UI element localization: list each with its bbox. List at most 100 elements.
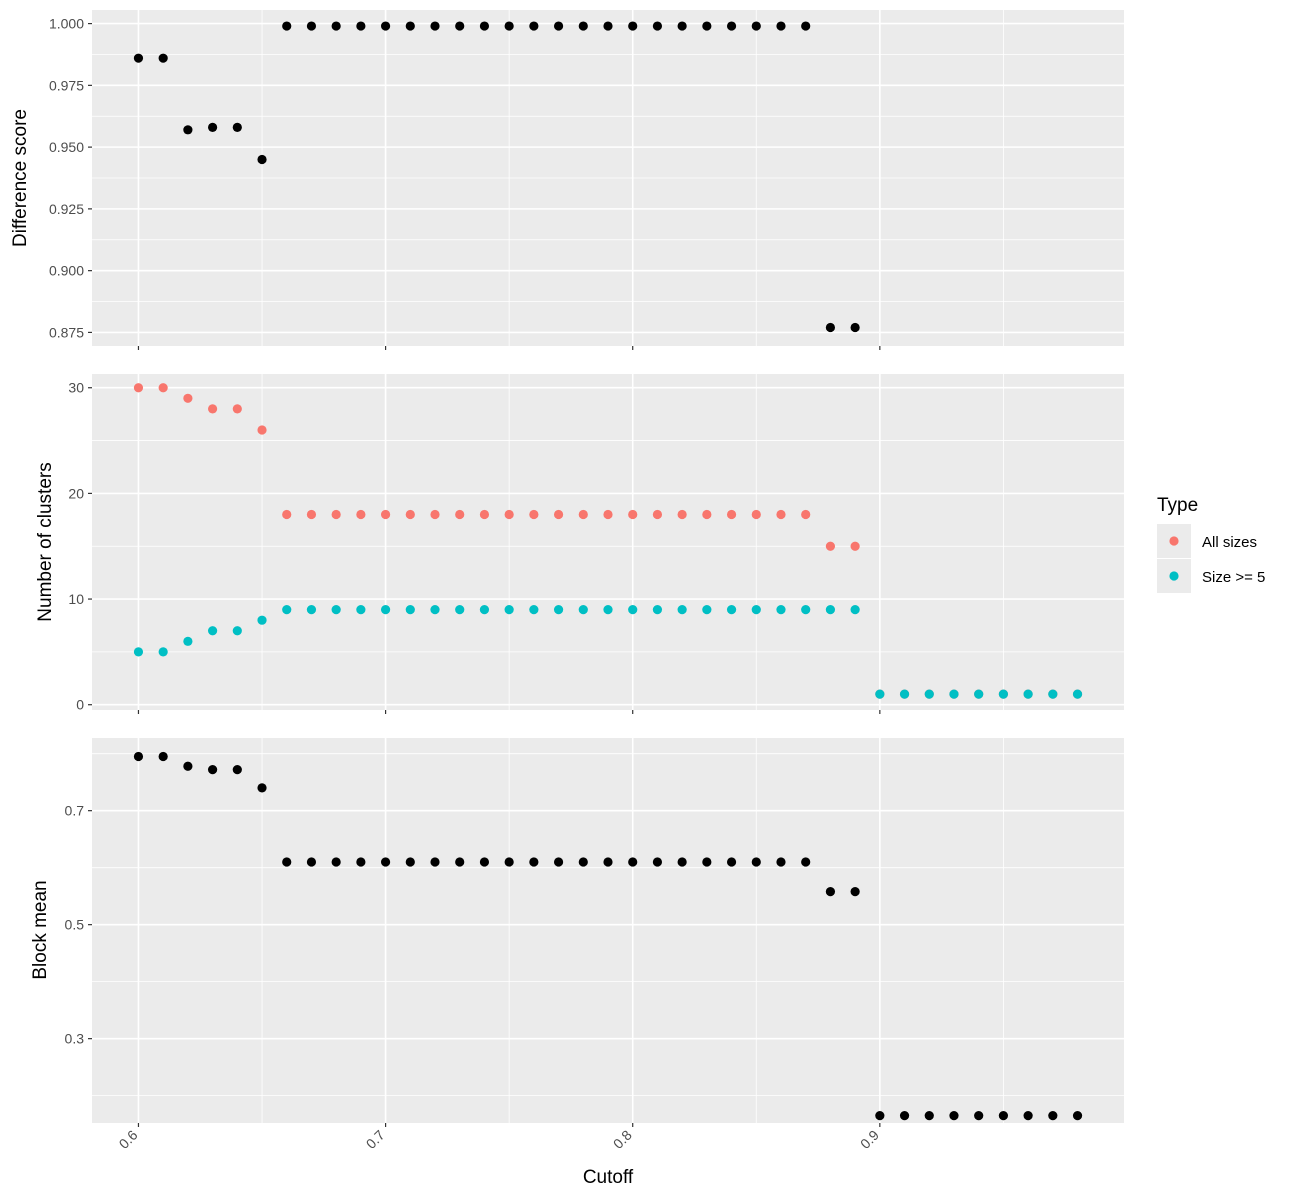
legend-label-size-5: Size >= 5 <box>1202 569 1265 586</box>
data-point <box>306 857 317 867</box>
data-point <box>553 857 564 867</box>
data-point <box>257 615 267 625</box>
data-point <box>380 21 391 31</box>
data-point <box>652 857 663 867</box>
data-point <box>553 21 564 31</box>
data-point <box>677 857 687 867</box>
data-point <box>603 605 613 615</box>
data-point <box>183 761 193 771</box>
data-point <box>331 21 341 31</box>
panel-number-of-clusters-grid <box>92 374 1124 710</box>
data-point <box>850 887 860 897</box>
data-point <box>455 605 465 615</box>
data-point <box>207 765 218 775</box>
data-point <box>158 647 168 657</box>
data-point <box>183 393 193 403</box>
data-point <box>479 857 490 867</box>
data-point <box>504 509 514 520</box>
data-point <box>998 689 1009 699</box>
data-point <box>331 605 341 615</box>
panel-number-of-clusters: 0 10 20 30 Number of clusters <box>35 374 1124 714</box>
y-axis-title-block-mean: Block mean <box>30 880 51 979</box>
data-point <box>207 626 218 636</box>
data-point <box>899 689 910 699</box>
data-point <box>504 857 514 867</box>
data-point <box>282 509 292 520</box>
data-point <box>850 541 860 551</box>
panel-difference-score-points <box>133 21 860 333</box>
data-point <box>628 857 638 867</box>
data-point <box>899 1110 910 1121</box>
y-tick-label: 10 <box>68 591 84 607</box>
data-point <box>924 689 934 699</box>
data-point <box>133 53 144 63</box>
data-point <box>529 605 539 615</box>
data-point <box>282 21 292 31</box>
y-tick-label: 30 <box>68 380 84 396</box>
data-point <box>702 605 712 615</box>
data-point <box>677 509 687 520</box>
data-point <box>726 509 737 520</box>
data-point <box>603 857 613 867</box>
data-point <box>726 857 737 867</box>
panel-difference-score-grid <box>92 10 1124 346</box>
y-tick-label: 0.900 <box>49 263 84 279</box>
data-point <box>356 857 366 867</box>
data-point <box>677 21 687 31</box>
data-point <box>825 322 836 333</box>
data-point <box>801 605 811 615</box>
data-point <box>603 21 613 31</box>
data-point <box>998 1110 1009 1121</box>
data-point <box>578 857 588 867</box>
y-tick-label: 1.000 <box>49 16 84 32</box>
data-point <box>974 689 984 699</box>
data-point <box>282 857 292 867</box>
data-point <box>479 605 490 615</box>
data-point <box>455 857 465 867</box>
data-point <box>776 509 786 520</box>
panel-number-of-clusters-y-ticks: 0 10 20 30 <box>68 380 92 713</box>
data-point <box>282 605 292 615</box>
panel-difference-score: 0.875 0.900 0.925 0.950 0.975 1.000 Differenc… <box>10 10 1124 350</box>
panel-block-mean-x-ticks <box>137 1123 881 1127</box>
y-tick-label: 0.5 <box>65 917 85 933</box>
data-point <box>677 605 687 615</box>
data-point <box>380 605 391 615</box>
data-point <box>356 605 366 615</box>
data-point <box>825 605 836 615</box>
data-point <box>702 509 712 520</box>
panel-number-of-clusters-x-ticks <box>137 710 881 714</box>
data-point <box>306 21 317 31</box>
data-point <box>133 647 144 657</box>
data-point <box>825 541 836 551</box>
y-axis-title-difference-score: Difference score <box>10 109 31 247</box>
data-point <box>430 857 440 867</box>
data-point <box>825 887 836 897</box>
panel-number-of-clusters-points <box>133 383 1083 699</box>
data-point <box>430 509 440 520</box>
panel-block-mean: 0.3 0.5 0.7 Block mean <box>30 738 1124 1127</box>
data-point <box>257 154 267 165</box>
data-point <box>875 1110 885 1121</box>
data-point <box>1048 1110 1058 1121</box>
data-point <box>628 21 638 31</box>
data-point <box>776 605 786 615</box>
data-point <box>1023 1110 1033 1121</box>
data-point <box>158 751 168 762</box>
data-point <box>405 605 415 615</box>
data-point <box>801 21 811 31</box>
data-point <box>430 605 440 615</box>
data-point <box>529 21 539 31</box>
data-point <box>1072 689 1083 699</box>
data-point <box>331 509 341 520</box>
data-point <box>801 509 811 520</box>
data-point <box>479 509 490 520</box>
legend-key-size-5-point <box>1169 571 1179 581</box>
data-point <box>232 404 242 414</box>
data-point <box>158 53 168 63</box>
data-point <box>356 21 366 31</box>
data-point <box>553 509 564 520</box>
data-point <box>702 857 712 867</box>
panel-number-of-clusters-background <box>92 374 1124 710</box>
data-point <box>578 605 588 615</box>
